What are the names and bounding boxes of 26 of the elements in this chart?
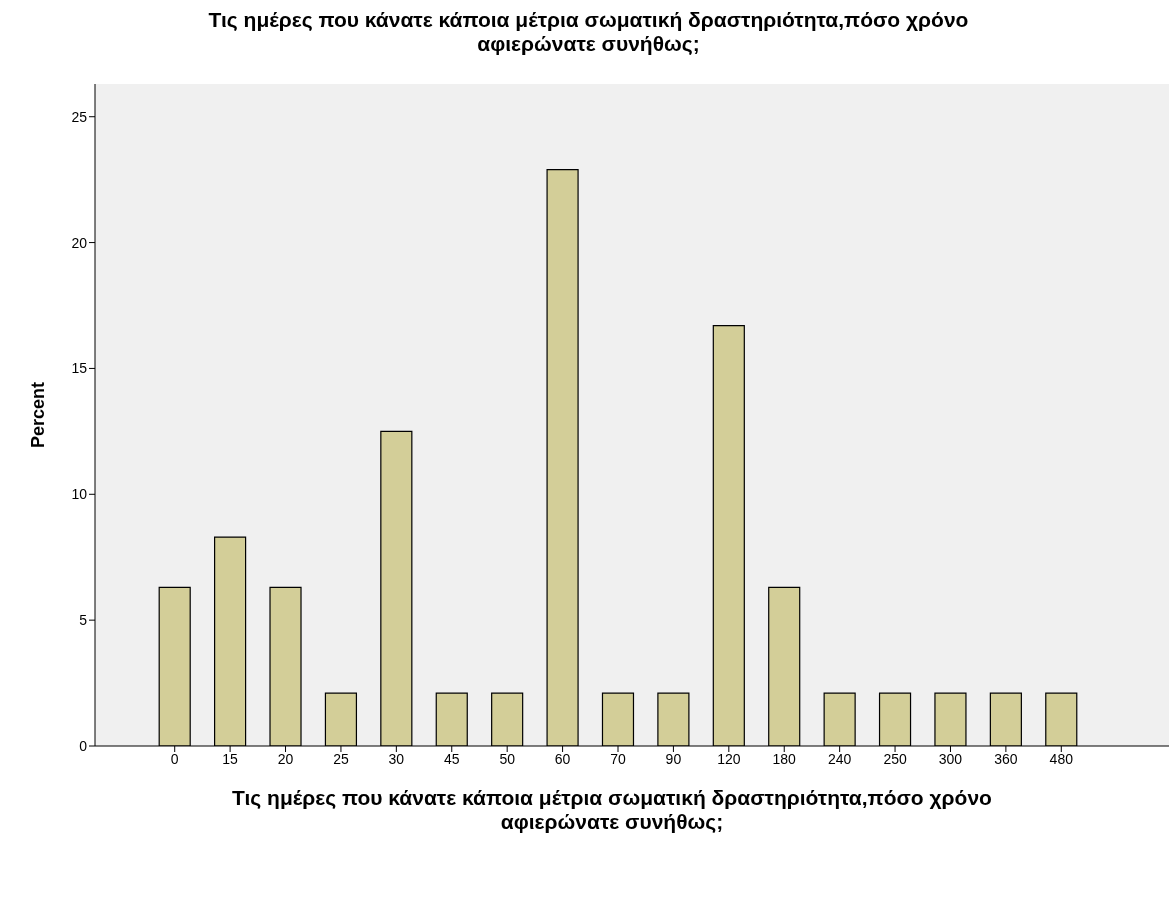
y-tick-label: 0 — [79, 737, 88, 754]
x-axis-title: Τις ημέρες που κάνατε κάποια μέτρια σωματική δραστηριότητα,πόσο χρόνο αφιερώνατε συνήθως; — [231, 786, 993, 834]
x-tick-label: 180 — [772, 750, 797, 767]
x-tick-label: 120 — [717, 750, 741, 767]
y-axis-title: Percent — [28, 381, 49, 449]
y-tick-label: 10 — [71, 486, 88, 503]
x-tick-label: 360 — [994, 750, 1018, 767]
x-tick-label: 50 — [499, 750, 516, 767]
y-tick-label: 25 — [71, 108, 88, 125]
x-tick-label: 45 — [443, 750, 460, 767]
chart-title: Τις ημέρες που κάνατε κάποια μέτρια σωματική δραστηριότητα,πόσο χρόνο αφιερώνατε συνήθως; — [207, 8, 970, 56]
y-tick-label: 5 — [79, 612, 88, 629]
x-tick-label: 90 — [665, 750, 682, 767]
x-tick-label: 25 — [333, 750, 349, 767]
x-tick-label: 480 — [1049, 750, 1074, 767]
x-tick-label: 20 — [277, 750, 294, 767]
x-tick-label: 30 — [388, 750, 405, 767]
x-tick-label: 0 — [170, 750, 179, 767]
x-tick-label: 240 — [827, 750, 852, 767]
x-tick-label: 70 — [610, 750, 626, 767]
x-tick-label: 60 — [554, 750, 571, 767]
y-tick-label: 15 — [71, 360, 88, 377]
x-tick-label: 300 — [938, 750, 963, 767]
x-tick-label: 15 — [222, 750, 239, 767]
y-tick-label: 20 — [71, 234, 88, 251]
x-tick-label: 250 — [883, 750, 907, 767]
